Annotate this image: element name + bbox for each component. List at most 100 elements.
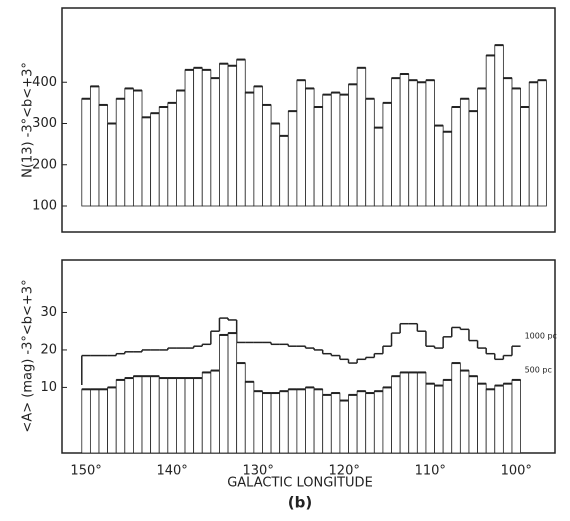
bar [305, 88, 315, 207]
bar [356, 67, 367, 207]
bar [305, 387, 315, 454]
bar [89, 388, 100, 454]
bar [348, 83, 358, 207]
y-tick-label: 20 [40, 342, 57, 357]
bar [81, 388, 91, 454]
bar [408, 79, 418, 207]
bar [356, 390, 367, 454]
x-tick-label: 120° [329, 464, 360, 479]
bar [107, 123, 117, 207]
bar [98, 104, 109, 207]
bar [399, 73, 410, 207]
y-tick-label: 300 [32, 116, 57, 131]
bar [270, 392, 281, 454]
bar [115, 98, 126, 207]
bar [468, 110, 478, 207]
bar [502, 77, 513, 207]
bar [201, 372, 212, 454]
bar [408, 372, 418, 454]
bar [416, 372, 427, 454]
bar [494, 44, 504, 207]
bar [150, 375, 160, 454]
x-tick-label: 140° [156, 464, 187, 479]
bar [459, 98, 470, 207]
bar [502, 383, 513, 454]
bar [262, 104, 272, 207]
bar [158, 377, 169, 454]
bar [270, 123, 281, 207]
bar [434, 385, 444, 454]
bar [287, 110, 298, 207]
bar [124, 377, 134, 454]
bar [330, 92, 341, 207]
bar [184, 377, 195, 454]
bar [442, 131, 453, 207]
bar [322, 394, 332, 454]
bar [133, 375, 143, 454]
bar [236, 59, 246, 207]
bar [511, 88, 521, 207]
bar [167, 102, 177, 207]
bar [89, 85, 100, 207]
bar [141, 375, 152, 454]
x-tick-label: 110° [415, 464, 446, 479]
bar [451, 106, 461, 207]
bar [425, 79, 435, 207]
bar [296, 388, 306, 454]
bar [287, 388, 298, 454]
series-label: 500 pc [525, 365, 552, 374]
bar [373, 127, 384, 207]
bar [382, 387, 392, 454]
x-tick-label: 130° [243, 464, 274, 479]
bar [236, 362, 246, 454]
bar [219, 334, 229, 454]
bar [339, 400, 349, 454]
bar [322, 94, 332, 207]
bar [150, 112, 160, 207]
bar [382, 102, 392, 207]
bar [279, 390, 289, 454]
bar [210, 370, 220, 454]
y-tick-label: 200 [32, 157, 57, 172]
plot-frame [61, 7, 556, 233]
bar [511, 379, 521, 454]
bar [468, 375, 478, 454]
y-axis-label: N(13) -3°<b<+3° [21, 62, 36, 178]
bar [391, 375, 401, 454]
x-tick-label: 150° [70, 464, 101, 479]
y-tick-label: 400 [32, 75, 57, 90]
x-axis-label: GALACTIC LONGITUDE [227, 476, 373, 491]
bar [416, 81, 427, 207]
bar [107, 387, 117, 454]
caption: (b) [288, 494, 312, 512]
bar [296, 79, 306, 207]
bar [133, 90, 143, 207]
bar [227, 65, 238, 207]
bar [365, 98, 375, 207]
bar [201, 69, 212, 207]
bar [184, 69, 195, 207]
bar [219, 63, 229, 207]
bar [313, 106, 324, 207]
bar [442, 379, 453, 454]
bar [253, 390, 263, 454]
series-label: 1000 pc [525, 332, 557, 341]
bar [176, 90, 186, 207]
bar [244, 381, 255, 454]
bar [141, 116, 152, 207]
bar [227, 332, 238, 454]
bar [485, 55, 496, 207]
bar [425, 383, 435, 454]
bar [313, 388, 324, 454]
bar [262, 392, 272, 454]
bar [124, 88, 134, 207]
bar [176, 377, 186, 454]
bar [98, 388, 109, 454]
bar [520, 106, 530, 207]
bar [399, 372, 410, 454]
y-tick-label: 10 [40, 380, 57, 395]
bar [365, 392, 375, 454]
bar [210, 77, 220, 207]
bar [81, 98, 91, 207]
